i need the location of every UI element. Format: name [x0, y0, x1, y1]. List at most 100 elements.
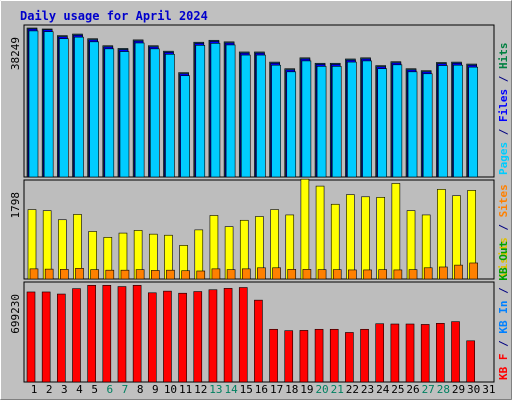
x-tick-label: 17: [270, 383, 283, 396]
sites-bar: [363, 269, 372, 280]
kbf-bar: [345, 332, 354, 383]
panel-bottom: 699230 KB F / KB In / KB Out: [9, 241, 510, 383]
kbf-bar: [147, 292, 157, 383]
visits-bar: [42, 210, 52, 280]
x-tick-label: 28: [437, 383, 450, 396]
x-tick-label: 8: [137, 383, 144, 396]
x-tick-label: 20: [315, 383, 328, 396]
x-tick-label: 24: [376, 383, 390, 396]
sites-bar: [226, 269, 236, 280]
x-tick-label: 21: [331, 383, 344, 396]
legend-entry: Visits: [497, 237, 510, 277]
pages-bar: [301, 60, 312, 178]
kbf-bar: [102, 285, 112, 383]
x-tick-label: 29: [452, 383, 465, 396]
x-tick-label: 18: [285, 383, 298, 396]
sites-bar: [44, 268, 54, 280]
panel-middle-max-label: 1798: [9, 192, 22, 219]
kbf-bar: [208, 289, 218, 383]
kbf-bar: [451, 321, 460, 383]
x-tick-label: 19: [300, 383, 313, 396]
x-axis-labels: 1 2 3 4 5 6 7 8 9 10 11 12 13 14 15 16 17 18 19 20 21 22 23 24 2…: [31, 383, 496, 396]
x-tick-label: 3: [61, 383, 68, 396]
panel-top-legend: Pages / Files / Hits: [497, 43, 510, 176]
pages-bar: [347, 61, 357, 178]
sites-bar: [439, 266, 448, 280]
sites-bar: [75, 268, 84, 280]
visits-bar: [437, 189, 446, 280]
sites-bar: [302, 269, 312, 280]
kbf-bar: [57, 293, 66, 383]
kbf-bar: [269, 328, 278, 383]
x-tick-label: 2: [46, 383, 53, 396]
kbf-bar: [132, 285, 142, 383]
legend-entry: Pages: [497, 142, 510, 175]
x-tick-label: 11: [179, 383, 192, 396]
pages-bar: [256, 54, 266, 178]
x-tick-label: 6: [106, 383, 113, 396]
kbf-bar: [360, 328, 369, 383]
legend-entry: Sites: [497, 184, 510, 217]
pages-bar: [240, 54, 251, 178]
chart-panels: 38249 Pages / Files / Hits 1798 Visits / Si…: [9, 24, 510, 383]
visits-bar: [330, 203, 340, 280]
legend-entry: /: [497, 122, 510, 142]
legend-entry: /: [497, 334, 510, 354]
pages-bar: [74, 36, 84, 178]
x-tick-label: 14: [224, 383, 238, 396]
sites-bar: [378, 269, 388, 280]
kbf-bar: [466, 340, 475, 383]
pages-bar: [422, 73, 433, 178]
legend-entry: KB Out: [497, 241, 510, 281]
pages-bar: [43, 31, 54, 178]
sites-bar: [317, 269, 327, 280]
pages-bar: [210, 43, 221, 178]
pages-bar: [438, 65, 448, 178]
pages-bar: [165, 53, 175, 178]
x-tick-label: 22: [346, 383, 359, 396]
kbf-bar: [329, 328, 339, 383]
sites-bar: [120, 269, 130, 280]
kbf-bar: [284, 330, 294, 383]
x-tick-label: 15: [240, 383, 253, 396]
visits-bar: [391, 183, 401, 280]
sites-bar: [90, 269, 99, 280]
pages-bar: [134, 42, 145, 178]
legend-entry: Files: [497, 89, 510, 122]
sites-bar: [150, 270, 160, 280]
panel-middle: 1798 Visits / Sites: [9, 178, 510, 280]
x-tick-label: 7: [122, 383, 129, 396]
kbf-bar: [26, 291, 36, 383]
pages-bar: [28, 30, 39, 178]
panel-bottom-max-label: 699230: [9, 294, 22, 334]
sites-bar: [60, 269, 69, 280]
x-tick-label: 13: [209, 383, 222, 396]
panel-middle-legend: Visits / Sites: [497, 184, 510, 277]
x-tick-label: 25: [391, 383, 404, 396]
sites-bar: [454, 264, 463, 280]
x-tick-label: 5: [91, 383, 98, 396]
sites-bar: [181, 270, 190, 280]
pages-bar: [59, 38, 69, 178]
sites-bar: [272, 267, 281, 280]
legend-entry: Hits: [497, 43, 510, 70]
kbf-bar: [163, 290, 172, 383]
x-tick-label: 16: [255, 383, 268, 396]
kbf-bar: [238, 287, 248, 383]
kbf-bar: [193, 291, 203, 383]
sites-bar: [29, 268, 39, 280]
x-tick-label: 4: [76, 383, 83, 396]
legend-entry: /: [497, 217, 510, 237]
legend-entry: /: [497, 69, 510, 89]
pages-bar: [468, 66, 478, 178]
pages-bar: [149, 48, 160, 178]
x-tick-label: 12: [194, 383, 207, 396]
pages-bar: [225, 44, 236, 178]
sites-bar: [135, 269, 145, 280]
legend-entry: /: [497, 281, 510, 301]
sites-bar: [348, 269, 357, 280]
kbf-bar: [436, 323, 445, 383]
x-tick-label: 9: [152, 383, 159, 396]
kbf-bar: [178, 292, 187, 383]
